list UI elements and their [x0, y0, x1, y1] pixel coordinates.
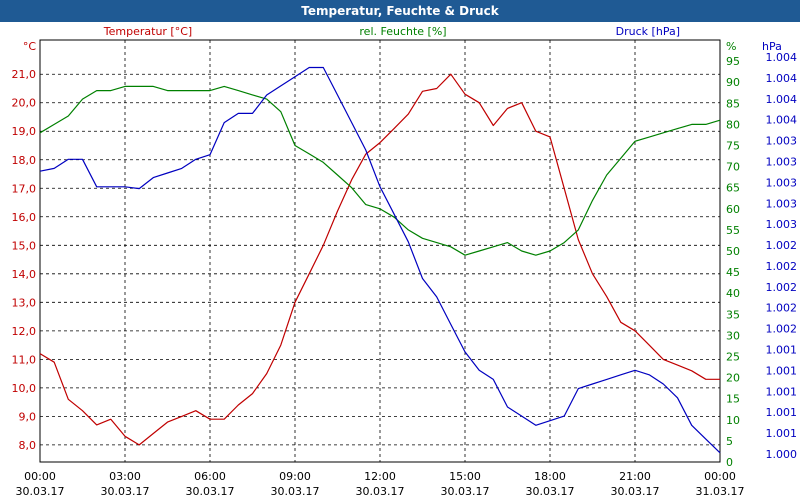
pressure-tick-label: 1.002 [766, 302, 798, 315]
time-tick-label: 06:00 [194, 470, 226, 483]
time-tick-label: 00:00 [704, 470, 736, 483]
grid [39, 40, 721, 462]
pressure-tick-label: 1.002 [766, 260, 798, 273]
temperature-tick-label: 16,0 [12, 211, 37, 224]
axis-titles: Temperatur [°C] rel. Feuchte [%] Druck [hP… [103, 25, 680, 38]
pressure-tick-label: 1.004 [766, 93, 798, 106]
pressure-tick-label: 1.002 [766, 239, 798, 252]
time-tick-label: 21:00 [619, 470, 651, 483]
series-line-druck [39, 66, 721, 454]
temperature-unit-label: °C [23, 40, 37, 53]
time-tick-label: 18:00 [534, 470, 566, 483]
pressure-tick-label: 1.004 [766, 114, 798, 127]
pressure-tick-label: 1.002 [766, 281, 798, 294]
time-tick-label: 15:00 [449, 470, 481, 483]
humidity-tick-label: 10 [726, 414, 740, 427]
humidity-tick-label: 35 [726, 308, 740, 321]
date-tick-label: 30.03.17 [16, 485, 65, 498]
date-tick-label: 30.03.17 [186, 485, 235, 498]
temperature-tick-label: 21,0 [12, 68, 37, 81]
chart-title: Temperatur, Feuchte & Druck [0, 0, 800, 22]
temperature-tick-label: 8,0 [19, 439, 37, 452]
temperature-tick-label: 9,0 [19, 410, 37, 423]
date-tick-label: 30.03.17 [271, 485, 320, 498]
temperature-tick-label: 12,0 [12, 325, 37, 338]
temperature-tick-label: 17,0 [12, 182, 37, 195]
humidity-tick-label: 95 [726, 55, 740, 68]
series-line-rel-feuchte [39, 85, 721, 256]
humidity-tick-label: 85 [726, 97, 740, 110]
humidity-tick-label: 55 [726, 224, 740, 237]
date-tick-label: 30.03.17 [526, 485, 575, 498]
pressure-tick-label: 1.001 [766, 385, 798, 398]
temperature-tick-label: 19,0 [12, 125, 37, 138]
pressure-tick-label: 1.000 [766, 448, 798, 461]
humidity-tick-label: 15 [726, 393, 740, 406]
temperature-tick-label: 14,0 [12, 268, 37, 281]
pressure-tick-label: 1.001 [766, 364, 798, 377]
pressure-tick-label: 1.003 [766, 176, 798, 189]
date-tick-label: 30.03.17 [101, 485, 150, 498]
temperature-tick-label: 20,0 [12, 97, 37, 110]
humidity-tick-label: 25 [726, 351, 740, 364]
humidity-tick-label: 65 [726, 182, 740, 195]
humidity-axis: 0 5 10 15 20 25 30 35 40 45 50 55 60 65 70 75 80 85 90 95% [726, 40, 740, 469]
date-tick-label: 30.03.17 [441, 485, 490, 498]
temperature-tick-label: 13,0 [12, 296, 37, 309]
temperature-axis-title: Temperatur [°C] [103, 25, 192, 38]
chart-area: 8,0 9,0 10,0 11,0 12,0 13,0 14,0 15,0 16,0 17,0 18… [12, 25, 798, 498]
humidity-axis-title: rel. Feuchte [%] [359, 25, 446, 38]
pressure-tick-label: 1.003 [766, 197, 798, 210]
humidity-tick-label: 0 [726, 456, 733, 469]
pressure-tick-label: 1.001 [766, 427, 798, 440]
series-group [39, 66, 721, 454]
pressure-axis: 1.000 1.001 1.001 1.001 1.001 1.001 1.002 1.002… [762, 40, 797, 461]
pressure-tick-label: 1.001 [766, 406, 798, 419]
humidity-tick-label: 75 [726, 140, 740, 153]
humidity-tick-label: 5 [726, 435, 733, 448]
date-tick-label: 30.03.17 [356, 485, 405, 498]
temperature-axis: 8,0 9,0 10,0 11,0 12,0 13,0 14,0 15,0 16,0 17,0 18… [12, 40, 37, 452]
humidity-tick-label: 30 [726, 329, 740, 342]
humidity-tick-label: 70 [726, 161, 740, 174]
pressure-unit-label: hPa [762, 40, 782, 53]
pressure-axis-title: Druck [hPa] [616, 25, 680, 38]
humidity-tick-label: 40 [726, 287, 740, 300]
date-tick-label: 30.03.17 [611, 485, 660, 498]
pressure-tick-label: 1.002 [766, 323, 798, 336]
humidity-tick-label: 20 [726, 372, 740, 385]
pressure-tick-label: 1.004 [766, 51, 798, 64]
temperature-tick-label: 18,0 [12, 154, 37, 167]
pressure-tick-label: 1.003 [766, 155, 798, 168]
temperature-tick-label: 15,0 [12, 239, 37, 252]
time-tick-label: 09:00 [279, 470, 311, 483]
humidity-unit-label: % [726, 40, 736, 53]
humidity-tick-label: 60 [726, 203, 740, 216]
temperature-tick-label: 11,0 [12, 353, 37, 366]
humidity-tick-label: 90 [726, 76, 740, 89]
date-tick-label: 31.03.17 [696, 485, 745, 498]
time-axis: 00:00 30.03.17 03:00 30.03.17 06:00 30.03.17 0… [16, 470, 745, 498]
humidity-tick-label: 80 [726, 118, 740, 131]
plot-frame [39, 39, 721, 463]
temperature-tick-label: 10,0 [12, 382, 37, 395]
pressure-tick-label: 1.004 [766, 72, 798, 85]
humidity-tick-label: 50 [726, 245, 740, 258]
time-tick-label: 00:00 [24, 470, 56, 483]
time-tick-label: 03:00 [109, 470, 141, 483]
pressure-tick-label: 1.003 [766, 218, 798, 231]
plot-border [39, 39, 721, 463]
time-tick-label: 12:00 [364, 470, 396, 483]
pressure-tick-label: 1.001 [766, 344, 798, 357]
humidity-tick-label: 45 [726, 266, 740, 279]
series-line-temperatur [39, 73, 720, 446]
pressure-tick-label: 1.003 [766, 135, 798, 148]
